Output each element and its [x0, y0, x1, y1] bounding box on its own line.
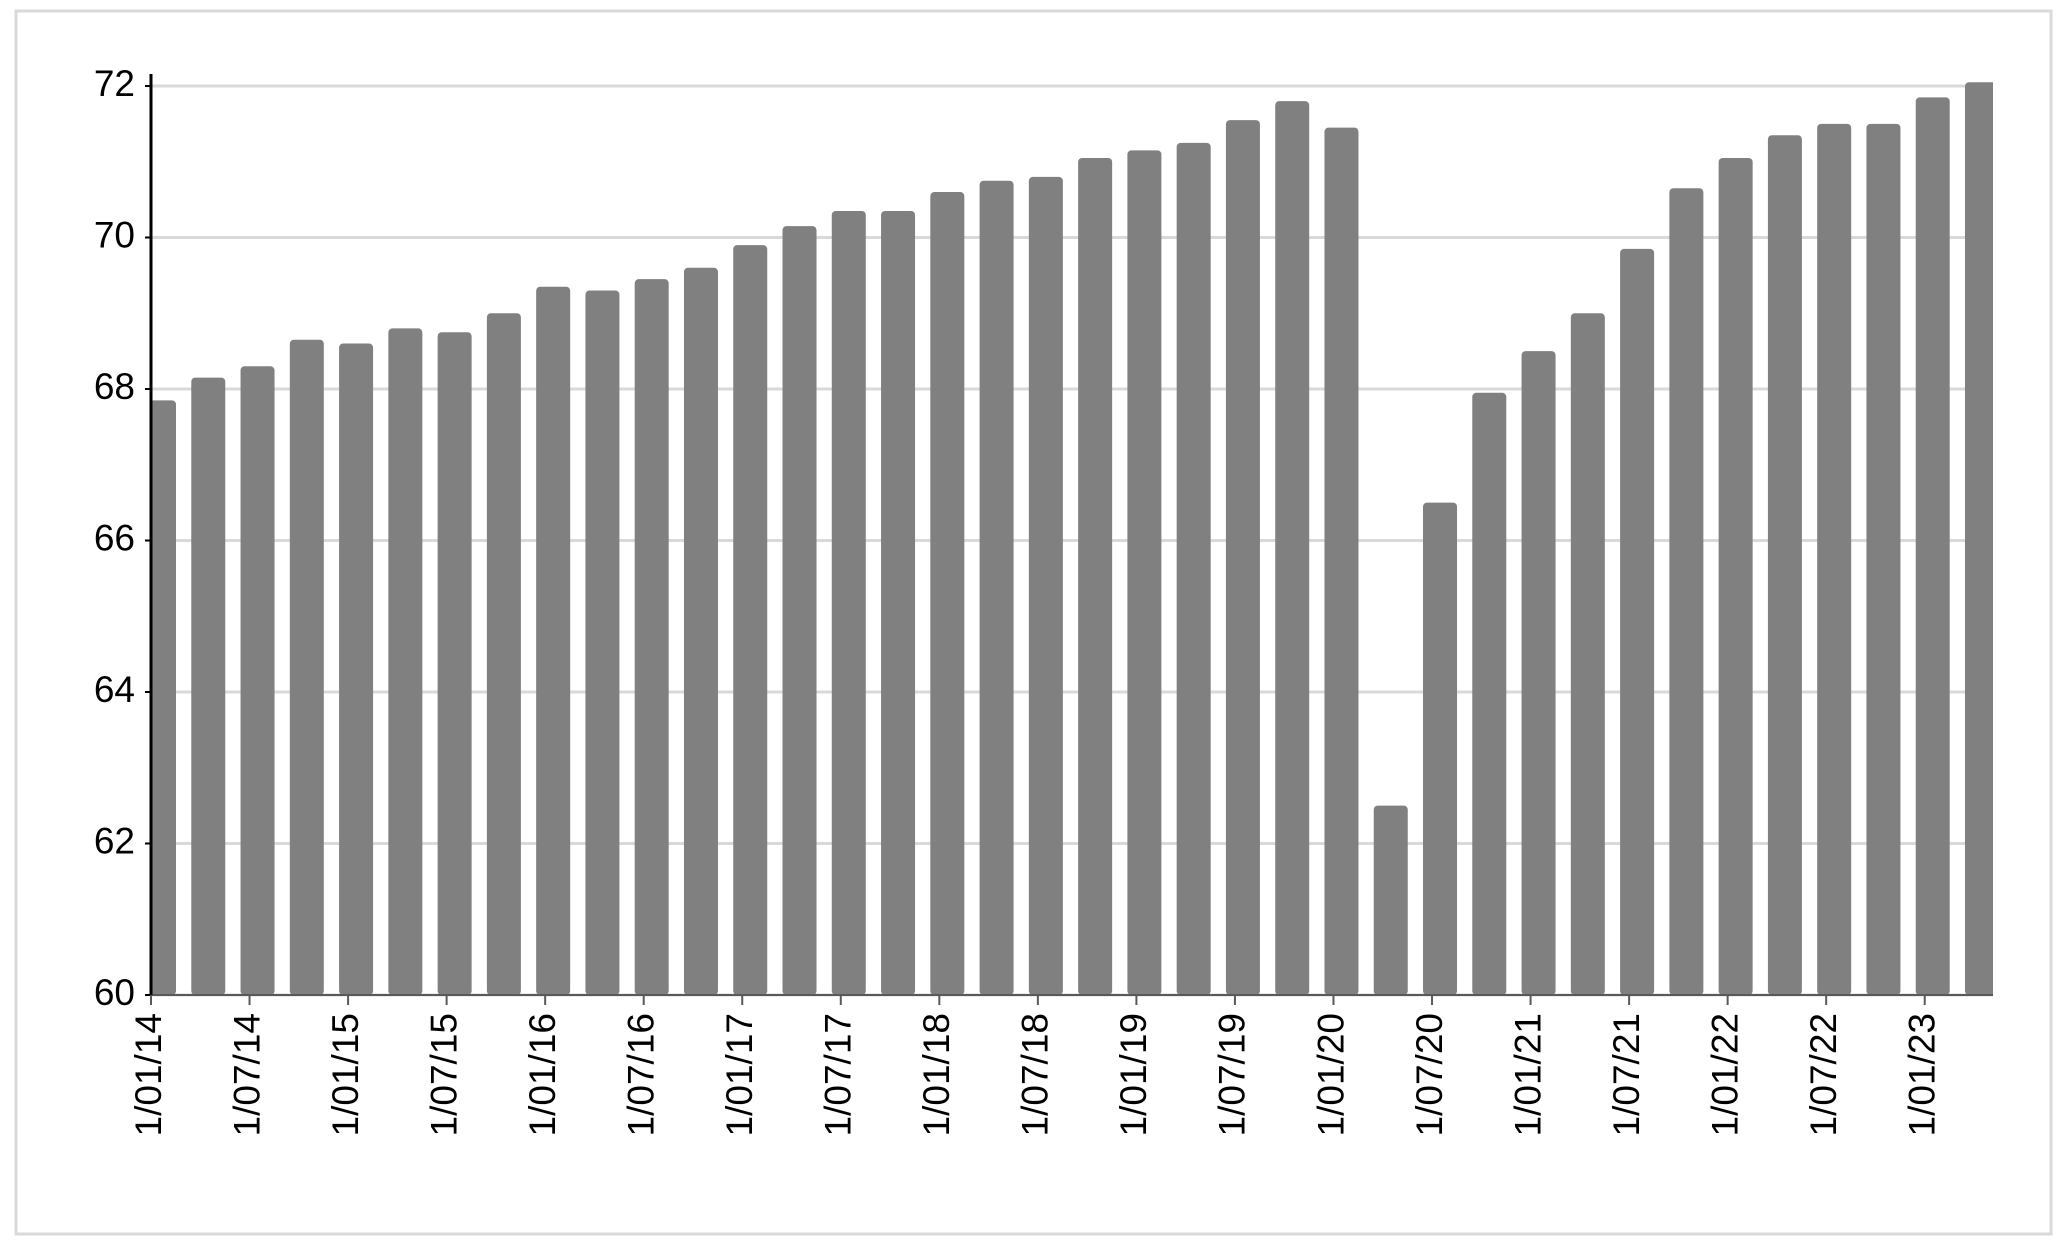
x-tick-label: 1/01/20 — [1310, 1013, 1351, 1136]
x-tick-label: 1/01/17 — [719, 1013, 760, 1136]
x-tick-label: 1/07/19 — [1212, 1013, 1253, 1136]
x-tick-label: 1/07/15 — [423, 1013, 464, 1136]
bar — [388, 328, 423, 995]
bar — [585, 290, 620, 995]
y-tick-label: 60 — [94, 972, 135, 1013]
x-tick-label: 1/01/18 — [916, 1013, 957, 1136]
bar — [1669, 188, 1704, 995]
y-tick-label: 72 — [94, 63, 135, 104]
bar — [1817, 123, 1852, 995]
bar — [240, 366, 275, 995]
bar — [1718, 157, 1753, 995]
x-tick-label: 1/07/14 — [226, 1013, 267, 1136]
bar — [536, 286, 571, 995]
bar — [486, 313, 521, 995]
bar — [733, 245, 768, 995]
bar — [979, 180, 1014, 995]
bar — [1767, 135, 1802, 996]
x-tick-label: 1/01/22 — [1704, 1013, 1745, 1136]
y-tick-label: 66 — [94, 517, 135, 558]
bar — [437, 332, 472, 995]
bar — [1472, 392, 1507, 996]
x-tick-label: 1/01/14 — [128, 1013, 169, 1136]
bar — [1570, 313, 1605, 995]
bar — [1225, 120, 1260, 995]
bar — [339, 343, 374, 995]
bar — [289, 339, 324, 995]
bar — [683, 267, 718, 995]
x-tick-label: 1/07/17 — [818, 1013, 859, 1136]
y-tick-label: 64 — [94, 669, 135, 710]
bar — [1915, 97, 1950, 996]
y-tick-label: 62 — [94, 820, 135, 861]
x-tick-label: 1/07/16 — [620, 1013, 661, 1136]
axes: 60 62 64 66 68 70 72 1/01/14 1/07/14 1/01/15 1/07/… — [94, 63, 1993, 1136]
bar — [782, 226, 817, 995]
bar — [1373, 805, 1408, 995]
y-tick-label: 68 — [94, 366, 135, 407]
x-tick-label: 1/07/22 — [1803, 1013, 1844, 1136]
x-tick-label: 1/07/21 — [1606, 1013, 1647, 1136]
x-tick-label: 1/01/15 — [325, 1013, 366, 1136]
bar — [191, 377, 226, 995]
x-tick-label: 1/01/16 — [522, 1013, 563, 1136]
x-tick-label: 1/07/20 — [1409, 1013, 1450, 1136]
bar — [1127, 150, 1162, 995]
bar — [1521, 351, 1556, 995]
x-tick-label: 1/01/19 — [1113, 1013, 1154, 1136]
bar — [1964, 82, 1993, 995]
y-tick-label: 70 — [94, 214, 135, 255]
bar — [1078, 157, 1113, 995]
bar — [881, 210, 916, 996]
x-tick-label: 1/01/21 — [1507, 1013, 1548, 1136]
bar — [634, 279, 669, 996]
bar — [1423, 502, 1458, 995]
bar — [151, 400, 176, 995]
x-tick-label: 1/07/18 — [1015, 1013, 1056, 1136]
bar — [930, 192, 965, 996]
bar — [831, 210, 866, 996]
bar — [1028, 176, 1063, 995]
bar — [1176, 142, 1211, 995]
bar — [1324, 127, 1359, 996]
bars — [151, 82, 1993, 996]
bar — [1866, 123, 1901, 995]
bar — [1620, 248, 1655, 996]
bar — [1275, 101, 1310, 995]
x-tick-label: 1/01/23 — [1902, 1013, 1943, 1136]
